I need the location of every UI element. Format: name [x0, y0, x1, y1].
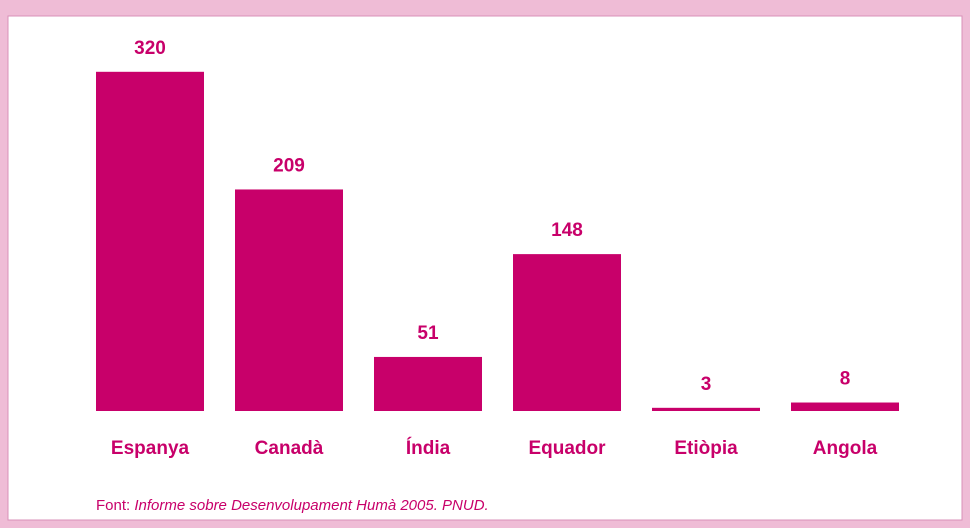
- source: Informe sobre Desenvolupament Humà 2005.…: [134, 497, 488, 514]
- bar: [791, 402, 899, 411]
- value-label: 320: [134, 38, 166, 59]
- x-tick-label: Índia: [406, 437, 451, 459]
- source-note: Font: Informe sobre Desenvolupament Humà…: [96, 497, 489, 514]
- x-tick-label: Equador: [528, 438, 606, 459]
- bar: [513, 254, 621, 411]
- bar: [374, 356, 482, 411]
- source-label: Font:: [96, 497, 130, 514]
- bar: [652, 407, 760, 411]
- bar: [235, 189, 343, 411]
- x-tick-label: Espanya: [111, 438, 190, 459]
- bar: [96, 71, 204, 412]
- value-label: 51: [417, 323, 439, 344]
- value-label: 148: [551, 220, 583, 241]
- x-tick-label: Etiòpia: [674, 438, 738, 459]
- value-label: 209: [273, 155, 305, 176]
- x-tick-label: Angola: [813, 438, 878, 459]
- value-label: 8: [840, 369, 851, 390]
- x-tick-label: Canadà: [255, 438, 324, 459]
- value-label: 3: [701, 374, 712, 395]
